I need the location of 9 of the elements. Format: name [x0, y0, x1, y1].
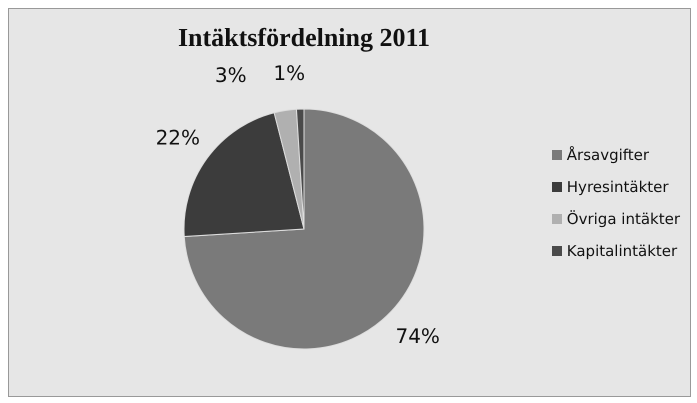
legend-label: Hyresintäkter — [566, 178, 669, 196]
data-label: 74% — [395, 324, 440, 348]
data-label: 22% — [156, 125, 200, 150]
legend-label: Övriga intäkter — [566, 210, 680, 228]
legend-label: Kapitalintäkter — [566, 242, 678, 260]
data-label: 1% — [273, 61, 306, 86]
legend-label: Årsavgifter — [566, 146, 650, 164]
data-label: 3% — [214, 62, 247, 87]
chart-title: Intäktsfördelning 2011 — [176, 23, 432, 53]
